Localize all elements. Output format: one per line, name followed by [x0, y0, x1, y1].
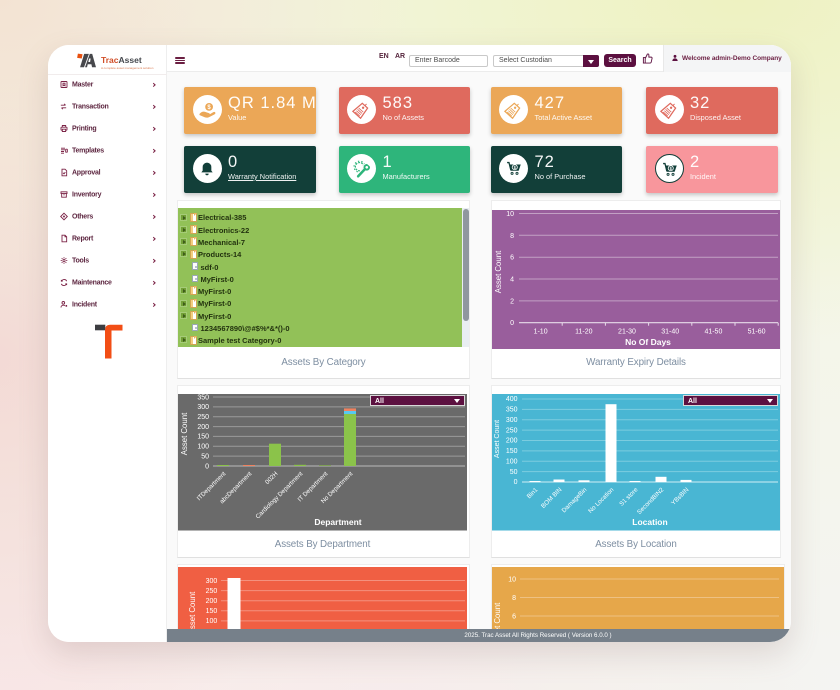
svg-text:Asset Count: Asset Count: [188, 591, 197, 629]
svg-text:150: 150: [506, 448, 518, 455]
svg-text:300: 300: [197, 404, 209, 411]
svg-text:10: 10: [508, 576, 516, 583]
svg-text:$: $: [513, 164, 516, 169]
svg-text:300: 300: [506, 417, 518, 424]
svg-text:2: 2: [510, 298, 514, 305]
svg-text:100: 100: [506, 459, 518, 466]
svg-text:200: 200: [206, 598, 218, 605]
svg-text:100: 100: [197, 444, 209, 451]
svg-text:$: $: [670, 165, 673, 170]
svg-text:6: 6: [510, 255, 514, 262]
svg-text:250: 250: [206, 588, 218, 595]
svg-text:4: 4: [510, 277, 514, 284]
svg-text:Department: Department: [314, 517, 361, 527]
svg-text:8: 8: [512, 595, 516, 602]
svg-text:21-30: 21-30: [618, 329, 636, 336]
svg-text:Asset Count: Asset Count: [493, 602, 502, 629]
svg-text:6: 6: [512, 613, 516, 620]
svg-text:8: 8: [510, 233, 514, 240]
svg-text:Location: Location: [632, 517, 667, 527]
svg-text:Asset Count: Asset Count: [180, 412, 189, 455]
svg-text:10: 10: [506, 211, 514, 218]
svg-text:50: 50: [201, 453, 209, 460]
svg-text:1-10: 1-10: [534, 329, 548, 336]
svg-text:11-20: 11-20: [575, 329, 592, 336]
svg-text:250: 250: [506, 427, 518, 434]
svg-text:400: 400: [506, 396, 518, 403]
svg-text:0: 0: [510, 320, 514, 327]
svg-text:0: 0: [205, 463, 209, 470]
svg-text:0: 0: [514, 479, 518, 486]
svg-text:150: 150: [206, 608, 218, 615]
svg-text:350: 350: [197, 394, 209, 401]
svg-text:100: 100: [206, 618, 218, 625]
svg-text:$: $: [207, 104, 211, 110]
svg-text:300: 300: [206, 578, 218, 585]
svg-text:No Of Days: No Of Days: [625, 337, 671, 347]
svg-text:41-50: 41-50: [704, 329, 722, 336]
svg-text:50: 50: [510, 469, 518, 476]
svg-text:200: 200: [197, 424, 209, 431]
svg-text:150: 150: [197, 434, 209, 441]
svg-text:31-40: 31-40: [661, 329, 679, 336]
svg-text:200: 200: [506, 438, 518, 445]
svg-text:Asset Count: Asset Count: [494, 420, 501, 458]
svg-text:Asset Count: Asset Count: [494, 250, 503, 293]
svg-text:350: 350: [506, 407, 518, 414]
svg-text:51-60: 51-60: [748, 329, 766, 336]
svg-text:250: 250: [197, 414, 209, 421]
